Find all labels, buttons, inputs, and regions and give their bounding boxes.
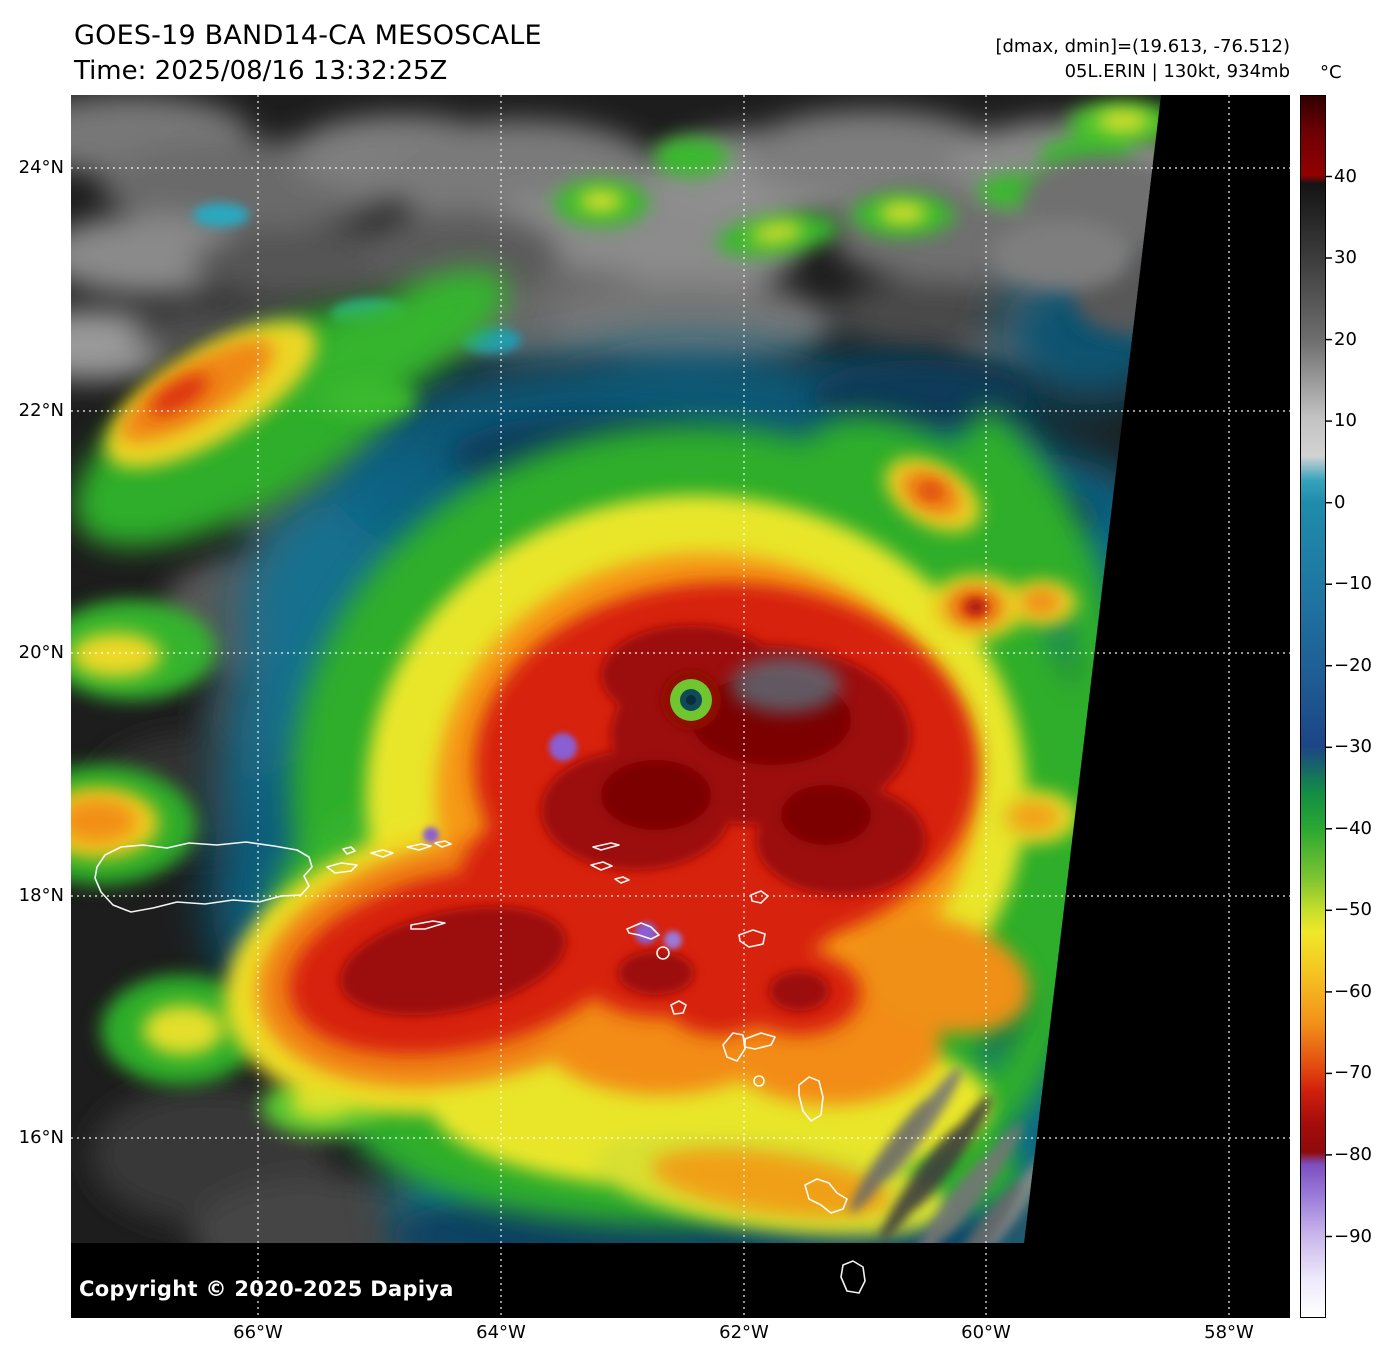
colorbar (1300, 95, 1326, 1318)
lat-label-16n: 16°N (18, 1127, 64, 1148)
colorbar-unit-label: °C (1320, 62, 1342, 83)
coastlines (94, 840, 866, 1294)
hurricane-eye (661, 670, 721, 730)
lat-label-18n: 18°N (18, 885, 64, 906)
colorbar-tick-label: −40 (1334, 818, 1372, 839)
satellite-map: Copyright © 2020-2025 Dapiya (71, 95, 1290, 1318)
lat-label-24n: 24°N (18, 157, 64, 178)
colorbar-tick-marks (1326, 175, 1332, 1238)
graticule (71, 95, 1290, 1318)
colorbar-tick-label: −90 (1334, 1226, 1372, 1247)
colorbar-tick-label: 30 (1334, 247, 1357, 268)
lon-label-60w: 60°W (961, 1322, 1011, 1343)
satellite-imagery (71, 95, 1290, 1318)
colorbar-tick-label: −60 (1334, 981, 1372, 1002)
copyright: Copyright © 2020-2025 Dapiya (79, 1277, 454, 1301)
lat-label-22n: 22°N (18, 400, 64, 421)
lon-label-66w: 66°W (233, 1322, 283, 1343)
satellite-data-region (71, 95, 1161, 1243)
colorbar-tick-label: −80 (1334, 1144, 1372, 1165)
dmax-dmin-readout: [dmax, dmin]=(19.613, -76.512) (995, 36, 1290, 57)
colorbar-tick-label: −10 (1334, 573, 1372, 594)
colorbar-tick-label: 20 (1334, 329, 1357, 350)
lon-label-64w: 64°W (476, 1322, 526, 1343)
colorbar-tick-label: −70 (1334, 1062, 1372, 1083)
colorbar-tick-label: −50 (1334, 899, 1372, 920)
timestamp: Time: 2025/08/16 13:32:25Z (74, 56, 448, 86)
lon-label-62w: 62°W (719, 1322, 769, 1343)
colorbar-tick-label: −30 (1334, 736, 1372, 757)
colorbar-tick-label: 0 (1334, 492, 1346, 513)
page-title: GOES-19 BAND14-CA MESOSCALE (74, 20, 542, 51)
lon-label-58w: 58°W (1204, 1322, 1254, 1343)
lat-label-20n: 20°N (18, 642, 64, 663)
colorbar-tick-label: 10 (1334, 410, 1357, 431)
colorbar-tick-label: −20 (1334, 655, 1372, 676)
colorbar-tick-label: 40 (1334, 166, 1357, 187)
storm-info: 05L.ERIN | 130kt, 934mb (1064, 61, 1290, 82)
